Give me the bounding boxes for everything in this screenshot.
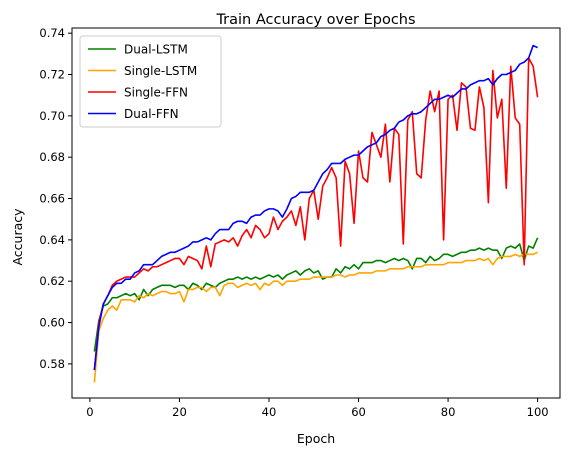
x-axis-label: Epoch — [297, 431, 335, 446]
chart-title: Train Accuracy over Epochs — [215, 12, 415, 28]
legend-box — [79, 35, 222, 128]
x-tick-label: 0 — [86, 405, 93, 419]
x-tick-label: 20 — [172, 405, 187, 419]
legend-label-single-ffn: Single-FFN — [124, 86, 188, 100]
y-tick-label: 0.68 — [39, 150, 65, 164]
y-tick-label: 0.74 — [39, 26, 65, 40]
y-tick-label: 0.64 — [39, 233, 65, 247]
x-tick-label: 60 — [351, 405, 366, 419]
y-tick-label: 0.72 — [39, 68, 65, 82]
x-tick-label: 40 — [262, 405, 277, 419]
y-tick-label: 0.66 — [39, 192, 65, 206]
legend-label-dual-lstm: Dual-LSTM — [124, 43, 188, 57]
x-tick-label: 80 — [441, 405, 456, 419]
series-line-single-ffn — [93, 57, 539, 371]
y-tick-label: 0.62 — [39, 274, 65, 288]
legend-label-dual-ffn: Dual-FFN — [124, 107, 179, 121]
plot-series — [93, 44, 539, 383]
axis-ticks: 0 20 40 60 80 100 0.58 0.60 0.62 0.64 0.66 0.68 0.70… — [39, 26, 548, 419]
legend: Dual-LSTM Single-LSTM Single-FFN Dual-FFN — [79, 35, 222, 128]
plot-frame — [71, 27, 561, 399]
y-tick-label: 0.58 — [39, 357, 65, 371]
series-line-single-lstm — [93, 251, 538, 383]
y-tick-label: 0.60 — [39, 316, 65, 330]
y-axis-label: Accuracy — [10, 208, 25, 266]
x-tick-label: 100 — [527, 405, 549, 419]
y-tick-label: 0.70 — [39, 109, 65, 123]
series-line-dual-ffn — [93, 44, 538, 371]
series-line-dual-lstm — [93, 237, 539, 352]
legend-label-single-lstm: Single-LSTM — [124, 64, 197, 78]
